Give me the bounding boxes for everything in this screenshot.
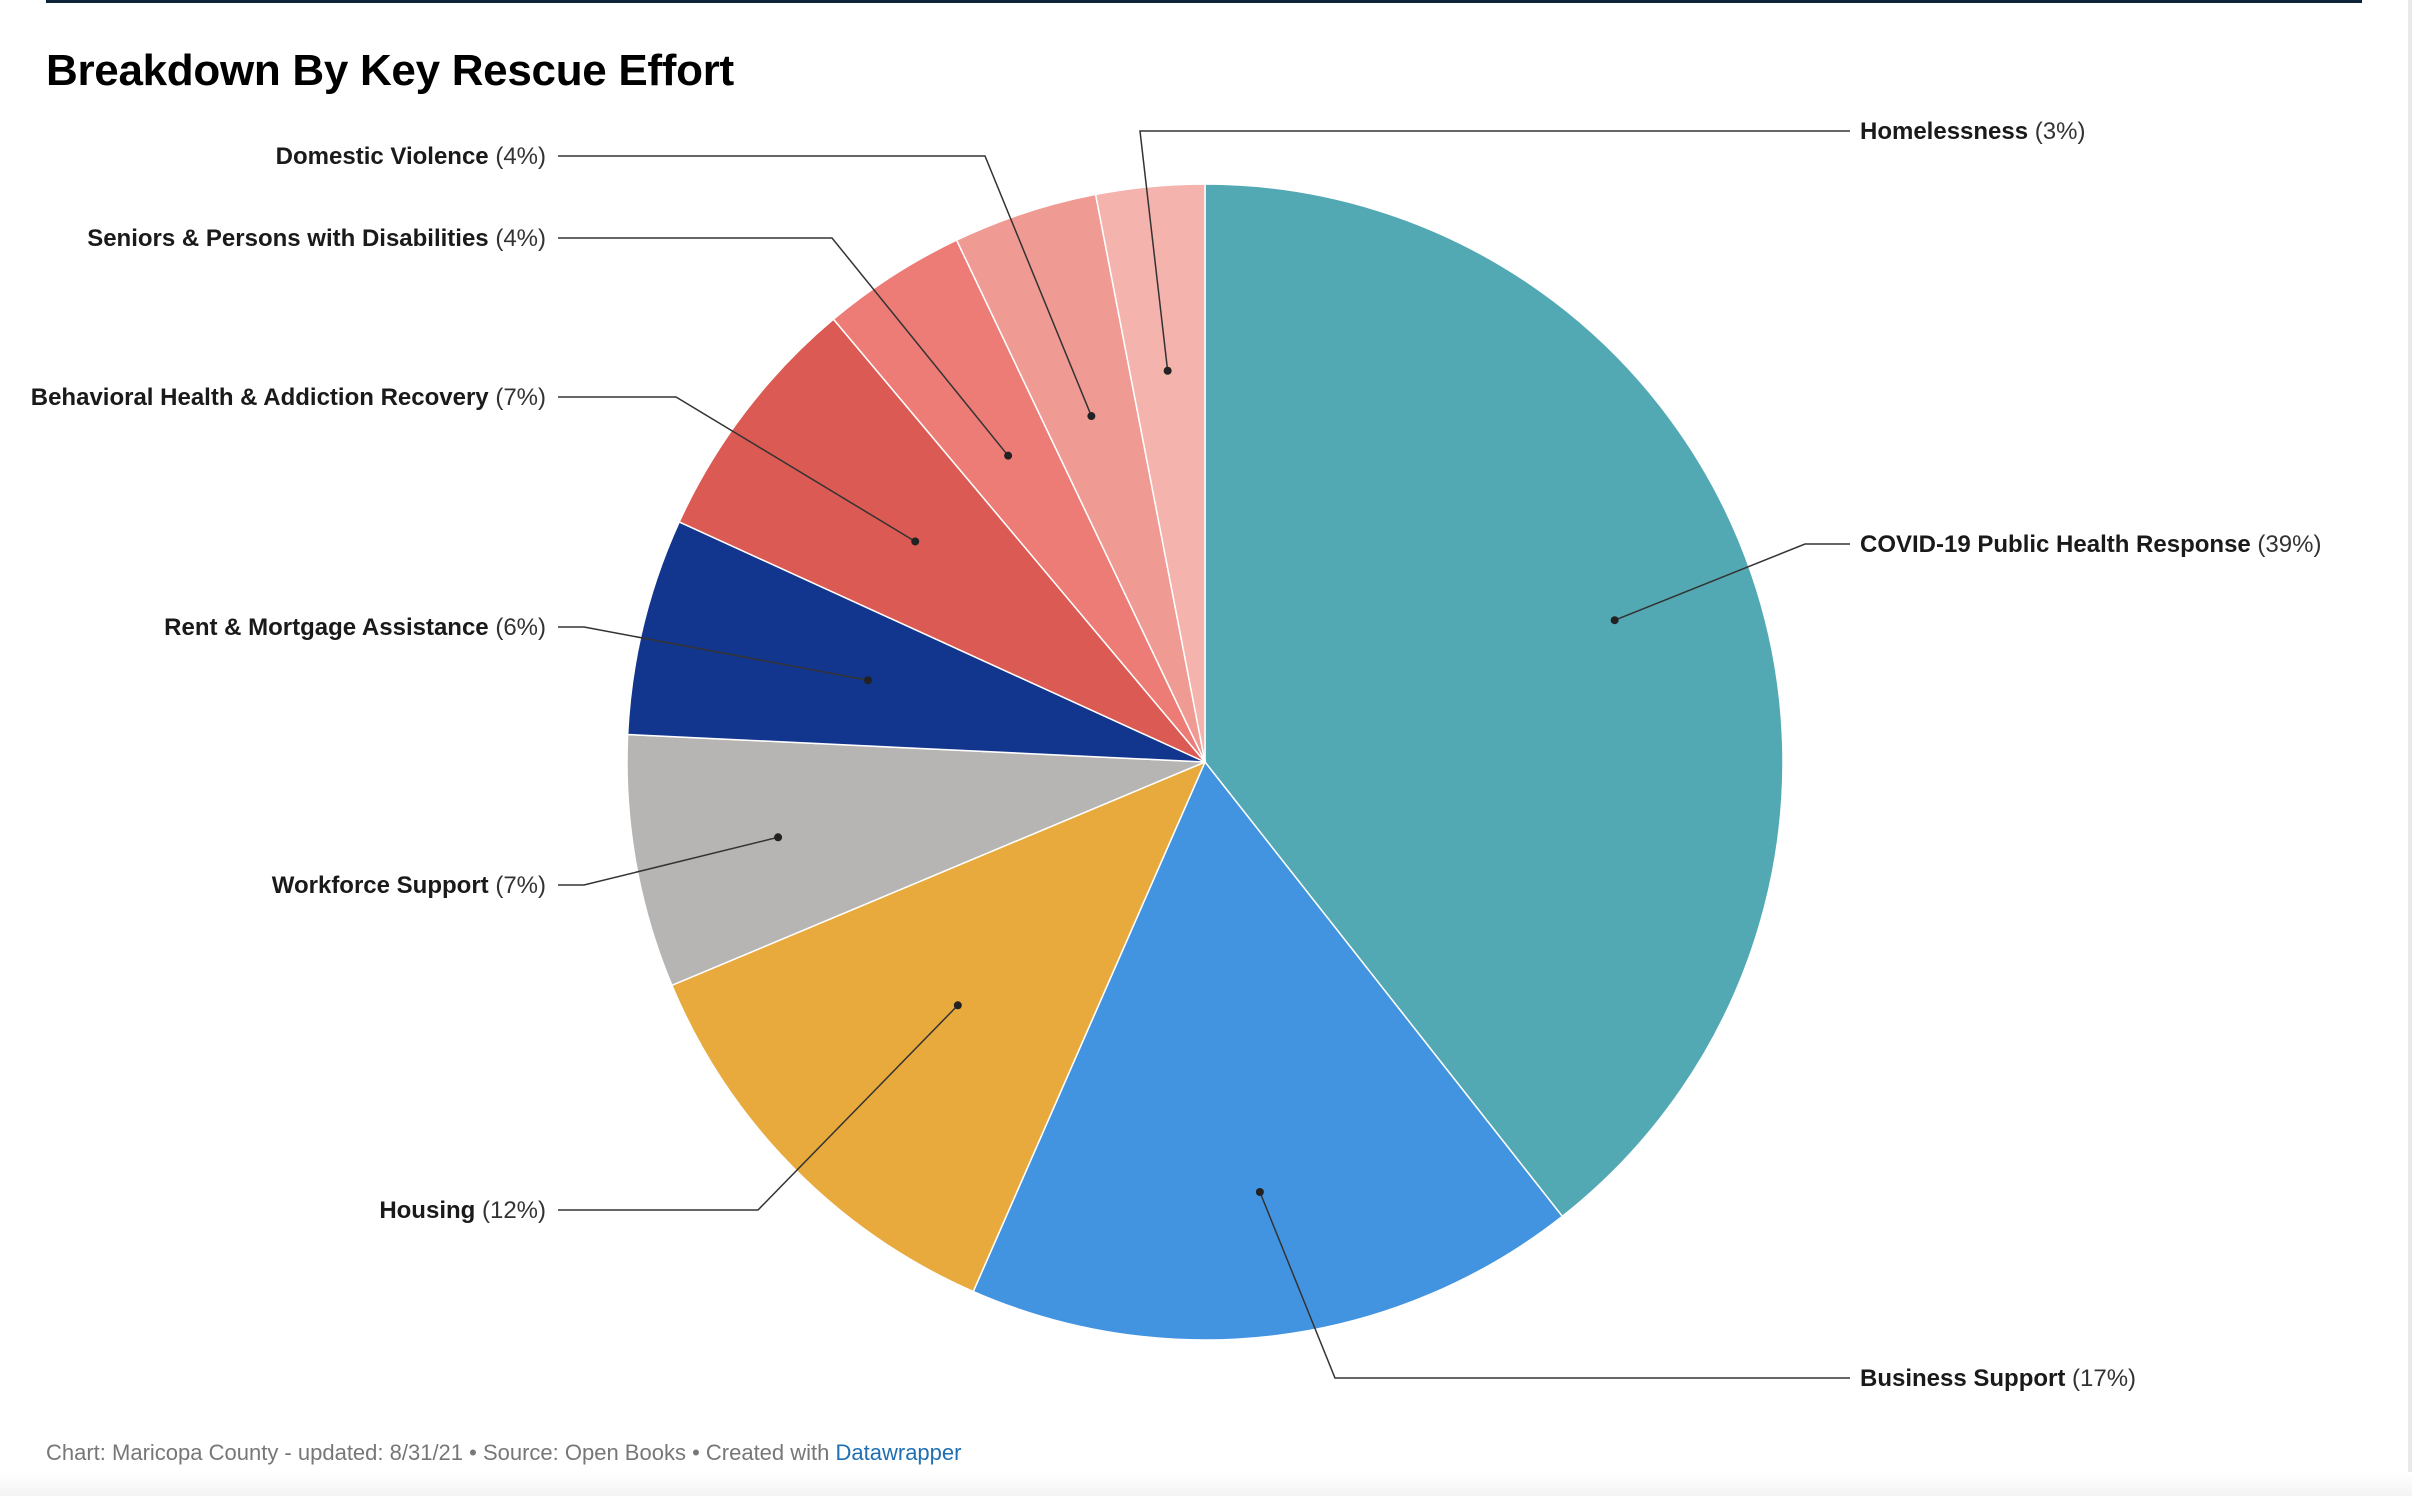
slice-label-name: Workforce Support [272, 872, 489, 899]
leader-dot-business-support [1255, 1188, 1264, 1197]
leader-line-rent-mortgage-assistance [558, 626, 869, 681]
slice-label-rent-mortgage-assistance: Rent & Mortgage Assistance (6%) [164, 614, 546, 641]
slice-label-percent: (39%) [2251, 531, 2322, 558]
slice-label-workforce-support: Workforce Support (7%) [272, 872, 546, 899]
slice-label-percent: (6%) [489, 614, 546, 641]
leader-lines-layer [558, 130, 1850, 1379]
slice-label-behavioral-health-addiction-recovery: Behavioral Health & Addiction Recovery (… [31, 384, 546, 411]
slice-label-business-support: Business Support (17%) [1860, 1365, 2136, 1392]
slice-label-name: Rent & Mortgage Assistance [164, 614, 489, 641]
labels-layer: COVID-19 Public Health Response (39%) Bus… [31, 118, 2322, 1392]
right-edge [2408, 0, 2412, 1496]
leader-line-seniors-persons-with-disabilities [558, 237, 1009, 457]
slice-behavioral-health-addiction-recovery[interactable] [678, 318, 1206, 763]
leader-line-housing [558, 1004, 959, 1211]
datawrapper-link[interactable]: Datawrapper [835, 1440, 962, 1465]
slice-label-name: Seniors & Persons with Disabilities [87, 225, 488, 252]
slices-layer [626, 183, 1784, 1341]
slice-label-percent: (3%) [2028, 118, 2085, 145]
slice-housing[interactable] [670, 760, 1207, 1293]
slice-label-percent: (17%) [2065, 1365, 2136, 1392]
leader-line-business-support [1259, 1191, 1850, 1379]
slice-label-percent: (7%) [489, 384, 546, 411]
slice-business-support[interactable] [972, 760, 1564, 1341]
slice-label-name: Homelessness [1860, 118, 2028, 145]
slice-label-domestic-violence: Domestic Violence (4%) [276, 143, 546, 170]
slice-label-seniors-persons-with-disabilities: Seniors & Persons with Disabilities (4%) [87, 225, 546, 252]
leader-dot-workforce-support [774, 833, 783, 842]
leader-dot-housing [953, 1001, 962, 1010]
slice-label-homelessness: Homelessness (3%) [1860, 118, 2085, 145]
leader-line-covid-19-public-health-response [1614, 543, 1850, 621]
slice-workforce-support[interactable] [626, 733, 1206, 987]
leader-dot-homelessness [1163, 366, 1172, 375]
slice-label-name: Behavioral Health & Addiction Recovery [31, 384, 490, 411]
slice-label-name: COVID-19 Public Health Response [1860, 531, 2251, 558]
slice-rent-mortgage-assistance[interactable] [626, 520, 1206, 763]
slice-label-name: Domestic Violence [276, 143, 489, 170]
leader-dot-domestic-violence [1087, 412, 1096, 421]
leader-dot-covid-19-public-health-response [1610, 616, 1619, 625]
leader-line-workforce-support [558, 836, 779, 886]
chart-footer: Chart: Maricopa County - updated: 8/31/2… [46, 1440, 961, 1466]
leader-line-domestic-violence [558, 155, 1093, 417]
bottom-fade [0, 1472, 2412, 1496]
leader-dot-seniors-persons-with-disabilities [1004, 451, 1013, 460]
slice-label-name: Business Support [1860, 1365, 2065, 1392]
slice-label-percent: (4%) [489, 143, 546, 170]
slice-homelessness[interactable] [1094, 183, 1206, 763]
leader-dot-behavioral-health-addiction-recovery [911, 537, 920, 546]
slice-label-percent: (7%) [489, 872, 546, 899]
footer-text: Chart: Maricopa County - updated: 8/31/2… [46, 1440, 830, 1465]
slice-label-name: Housing [379, 1197, 475, 1224]
slice-label-housing: Housing (12%) [379, 1197, 546, 1224]
slice-covid-19-public-health-response[interactable] [1204, 183, 1784, 1218]
leader-line-homelessness [1139, 130, 1850, 371]
slice-label-covid-19-public-health-response: COVID-19 Public Health Response (39%) [1860, 531, 2321, 558]
slice-label-percent: (4%) [489, 225, 546, 252]
slice-label-percent: (12%) [475, 1197, 546, 1224]
top-rule [46, 0, 2362, 3]
chart-title: Breakdown By Key Rescue Effort [46, 46, 734, 95]
leader-dot-rent-mortgage-assistance [863, 676, 872, 685]
leader-line-behavioral-health-addiction-recovery [558, 396, 916, 543]
